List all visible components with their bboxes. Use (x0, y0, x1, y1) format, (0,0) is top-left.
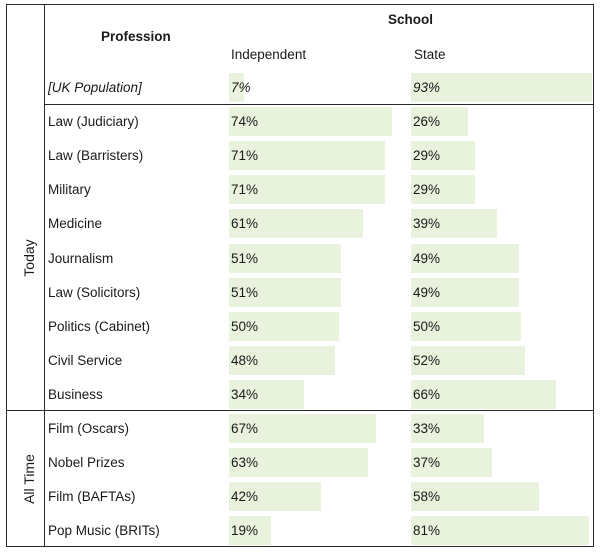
state-bar (411, 516, 590, 546)
independent-header: Independent (231, 47, 307, 62)
independent-bar (229, 516, 271, 546)
state-bar (411, 175, 475, 205)
independent-bar (229, 482, 322, 512)
independent-value: 7% (231, 80, 251, 95)
independent-value: 34% (231, 386, 259, 402)
profession-label: [UK Population] (48, 80, 142, 95)
state-value: 33% (413, 421, 441, 436)
population-row-divider (44, 104, 594, 105)
state-value: 49% (413, 284, 441, 300)
state-bar (411, 345, 526, 375)
profession-label: Journalism (48, 250, 114, 266)
state-bar (411, 379, 557, 409)
independent-bar (229, 414, 377, 443)
independent-value: 48% (231, 352, 259, 368)
profession-label: Military (48, 182, 91, 198)
state-value: 29% (413, 182, 441, 198)
profession-label: Law (Judiciary) (48, 114, 139, 130)
independent-bar (229, 141, 386, 171)
state-value: 26% (413, 114, 441, 130)
state-bar (411, 243, 519, 273)
state-header: State (414, 47, 446, 62)
profession-label: Law (Barristers) (48, 148, 144, 164)
state-value: 29% (413, 148, 441, 164)
profession-label: Medicine (48, 216, 103, 232)
state-bar (411, 482, 539, 512)
independent-value: 50% (231, 318, 259, 334)
state-value: 66% (413, 386, 441, 402)
independent-value: 71% (231, 148, 259, 164)
profession-label: Business (48, 386, 103, 402)
state-bar (411, 107, 469, 137)
independent-bar (229, 311, 339, 341)
state-value: 49% (413, 250, 441, 266)
independent-value: 74% (231, 114, 259, 130)
state-value: 39% (413, 216, 441, 232)
profession-header: Profession (101, 29, 171, 44)
group-label-today: Today (21, 239, 37, 277)
group-divider (6, 410, 594, 411)
profession-label: Law (Solicitors) (48, 284, 141, 300)
state-bar (411, 311, 521, 341)
profession-label: Film (BAFTAs) (48, 489, 136, 505)
independent-value: 63% (231, 455, 259, 471)
school-header: School (388, 12, 434, 27)
independent-bar (229, 73, 245, 102)
profession-label: Pop Music (BRITs) (48, 523, 160, 539)
state-bar (411, 209, 497, 239)
independent-bar (229, 175, 386, 205)
independent-value: 51% (231, 250, 259, 266)
profession-label: Politics (Cabinet) (48, 318, 151, 334)
state-value: 50% (413, 318, 441, 334)
independent-bar (229, 448, 368, 478)
state-bar (411, 277, 519, 307)
independent-bar (229, 243, 342, 273)
profession-label: Nobel Prizes (48, 455, 125, 471)
state-value: 81% (413, 523, 441, 539)
independent-bar (229, 107, 392, 137)
independent-bar (229, 209, 364, 239)
state-value: 58% (413, 489, 441, 505)
independent-value: 71% (231, 182, 259, 198)
independent-value: 51% (231, 284, 259, 300)
independent-bar (229, 277, 342, 307)
independent-value: 61% (231, 216, 259, 232)
state-bar (411, 414, 484, 443)
profession-label: Film (Oscars) (48, 421, 129, 436)
state-bar (411, 73, 592, 102)
group-column-divider (44, 4, 45, 547)
state-value: 37% (413, 455, 441, 471)
independent-value: 67% (231, 421, 259, 436)
group-label-all-time: All Time (21, 454, 37, 504)
independent-bar (229, 345, 335, 375)
independent-value: 19% (231, 523, 259, 539)
independent-bar (229, 379, 304, 409)
table-border (6, 4, 594, 547)
state-value: 93% (413, 80, 441, 95)
state-value: 52% (413, 352, 441, 368)
independent-value: 42% (231, 489, 259, 505)
state-bar (411, 141, 475, 171)
state-bar (411, 448, 493, 478)
profession-label: Civil Service (48, 352, 123, 368)
